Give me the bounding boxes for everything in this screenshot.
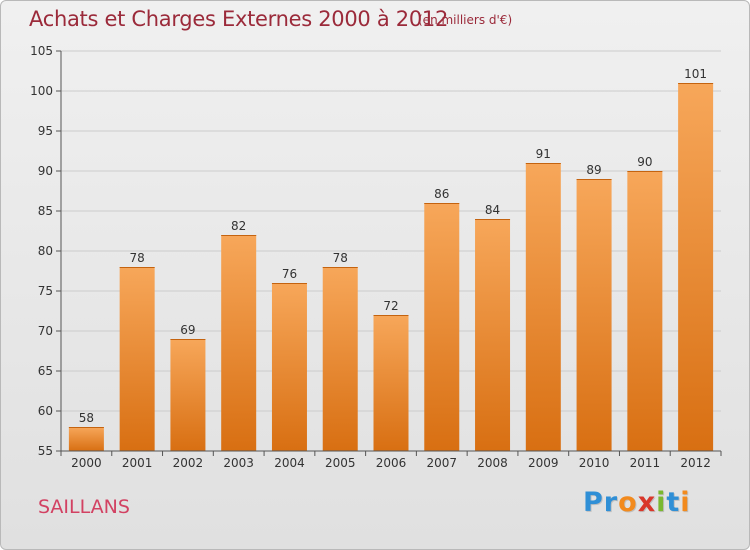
commune-name: SAILLANS — [38, 496, 130, 518]
x-tick-label: 2001 — [122, 456, 153, 470]
y-tick-label: 100 — [30, 84, 53, 98]
bar — [678, 83, 714, 451]
value-label: 101 — [684, 67, 707, 81]
bar — [119, 267, 155, 451]
y-tick-label: 80 — [38, 244, 53, 258]
value-label: 69 — [180, 323, 195, 337]
proxiti-logo: Proxiti — [583, 487, 691, 518]
value-label: 86 — [434, 187, 449, 201]
x-tick-label: 2003 — [223, 456, 254, 470]
bar — [525, 163, 561, 451]
y-tick-label: 70 — [38, 324, 53, 338]
bar — [627, 171, 663, 451]
x-tick-label: 2010 — [579, 456, 610, 470]
x-tick-label: 2007 — [426, 456, 457, 470]
bar — [221, 235, 257, 451]
y-tick-label: 55 — [38, 444, 53, 458]
bar — [68, 427, 104, 451]
chart-subtitle: (en milliers d'€) — [418, 13, 513, 27]
value-label: 90 — [637, 155, 652, 169]
value-label: 82 — [231, 219, 246, 233]
logo-letter: i — [680, 487, 691, 518]
x-tick-label: 2008 — [477, 456, 508, 470]
bar — [271, 283, 307, 451]
y-tick-label: 75 — [38, 284, 53, 298]
logo-letter: o — [618, 487, 638, 518]
bar — [424, 203, 460, 451]
x-tick-label: 2002 — [173, 456, 204, 470]
value-label: 58 — [79, 411, 94, 425]
y-axis-ticks: 55 60 65 70 75 80 85 90 95 100 105 — [30, 44, 61, 458]
axes — [60, 51, 721, 452]
y-tick-label: 90 — [38, 164, 53, 178]
value-label: 89 — [586, 163, 601, 177]
y-tick-label: 95 — [38, 124, 53, 138]
bar — [322, 267, 358, 451]
y-tick-label: 65 — [38, 364, 53, 378]
x-tick-label: 2006 — [376, 456, 407, 470]
bar — [373, 315, 409, 451]
logo-letter: i — [656, 487, 667, 518]
x-axis-ticks: 2000 2001 2002 2003 2004 2005 2006 2007 2008 2009… — [60, 451, 722, 470]
value-labels: 58 78 69 82 76 78 72 86 84 91 89 90 101 — [79, 67, 707, 425]
chart-title: Achats et Charges Externes 2000 à 2012 — [29, 7, 449, 31]
value-label: 78 — [130, 251, 145, 265]
logo-letter: P — [583, 487, 604, 518]
bar — [576, 179, 612, 451]
bars — [68, 83, 714, 451]
bar — [170, 339, 206, 451]
value-label: 72 — [383, 299, 398, 313]
x-tick-label: 2011 — [630, 456, 661, 470]
value-label: 84 — [485, 203, 500, 217]
y-tick-label: 105 — [30, 44, 53, 58]
x-tick-label: 2005 — [325, 456, 356, 470]
value-label: 76 — [282, 267, 297, 281]
value-label: 91 — [536, 147, 551, 161]
value-label: 78 — [333, 251, 348, 265]
y-tick-label: 85 — [38, 204, 53, 218]
x-tick-label: 2000 — [71, 456, 102, 470]
x-tick-label: 2012 — [680, 456, 711, 470]
x-tick-label: 2004 — [274, 456, 305, 470]
y-tick-label: 60 — [38, 404, 53, 418]
logo-letter: r — [603, 487, 619, 518]
x-tick-label: 2009 — [528, 456, 559, 470]
logo-letter: x — [637, 487, 657, 518]
bar — [475, 219, 511, 451]
logo-letter: t — [666, 487, 681, 518]
